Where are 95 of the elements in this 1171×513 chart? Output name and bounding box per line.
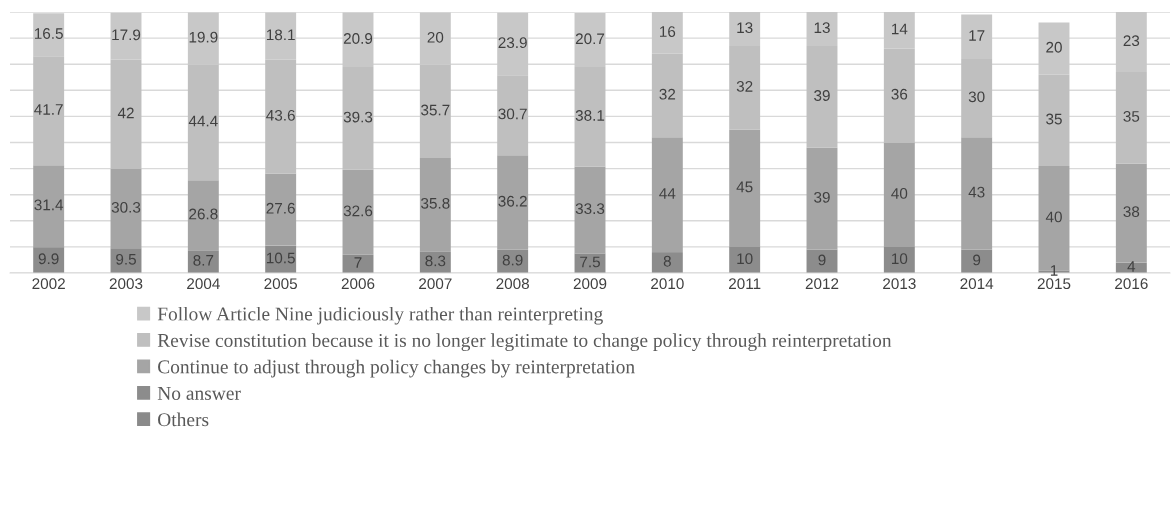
data-label: 17 [969, 30, 985, 41]
data-label: 20.9 [343, 33, 373, 44]
x-tick-label: 2014 [960, 278, 994, 290]
data-label: 41.7 [34, 104, 63, 115]
data-label: 36 [891, 88, 908, 100]
data-label: 20 [1046, 41, 1062, 53]
bar [729, 129, 761, 247]
data-label: 7 [354, 257, 362, 268]
bar [497, 155, 529, 250]
data-label: 23 [1123, 35, 1140, 47]
x-tick-label: 2004 [187, 278, 220, 290]
data-label: 9.5 [116, 253, 136, 265]
data-label: 26.8 [189, 208, 218, 220]
data-label: 18.1 [266, 29, 295, 41]
bar [110, 169, 142, 249]
x-tick-label: 2012 [805, 278, 839, 290]
data-label: 10 [892, 253, 908, 265]
data-label: 42 [117, 107, 134, 119]
data-label: 39 [814, 90, 830, 101]
data-label: 30 [968, 91, 985, 103]
legend-label: Continue to adjust through policy changes by reinterpretation [158, 359, 635, 378]
x-tick-label: 2003 [109, 278, 143, 290]
bar [1115, 163, 1147, 263]
data-label: 43 [968, 186, 985, 198]
data-label: 20 [427, 31, 444, 43]
data-label: 27.6 [266, 202, 295, 214]
data-label: 9 [818, 254, 826, 266]
legend-label: No answer [157, 386, 241, 400]
x-tick-label: 2006 [341, 278, 375, 290]
legend-label: Revise constitution because it is no longer legitimate to change policy through reinterpretation [157, 333, 892, 351]
data-label: 7.5 [580, 256, 600, 268]
data-label: 30.3 [111, 201, 141, 213]
data-label: 32 [736, 80, 753, 92]
data-label: 13 [737, 22, 753, 34]
data-label: 8.9 [502, 254, 523, 266]
data-label: 17.9 [112, 29, 141, 41]
data-label: 8.7 [193, 254, 214, 266]
x-tick-label: 2011 [729, 278, 761, 290]
data-label: 38.1 [575, 110, 605, 121]
data-label: 10 [737, 253, 753, 265]
bar [574, 166, 606, 254]
x-tick-label: 2010 [651, 278, 684, 290]
bar [265, 173, 297, 246]
data-label: 19.9 [189, 31, 218, 43]
bar [883, 142, 915, 247]
data-label: 38 [1123, 206, 1140, 218]
data-label: 44.4 [188, 115, 218, 127]
data-label: 4 [1127, 261, 1136, 272]
x-tick-label: 2015 [1037, 278, 1071, 290]
legend-label: Follow Article Nine judiciously rather than reinterpreting [157, 306, 603, 325]
data-label: 32.6 [343, 205, 373, 217]
x-tick-label: 2009 [573, 278, 607, 290]
bar [651, 137, 683, 253]
data-label: 23.9 [498, 37, 527, 49]
data-label: 40 [891, 187, 908, 199]
data-label: 8 [663, 255, 671, 267]
x-tick-label: 2008 [496, 278, 529, 290]
data-label: 14 [892, 23, 908, 35]
bar [651, 252, 683, 273]
x-tick-label: 2005 [264, 278, 298, 290]
data-label: 13 [814, 22, 830, 34]
bar [883, 246, 915, 273]
bar [806, 147, 838, 250]
bar [961, 137, 993, 250]
bar [33, 165, 65, 248]
data-label: 20.7 [575, 33, 605, 45]
bar [342, 169, 374, 255]
data-label: 9.9 [38, 253, 59, 265]
data-label: 8.3 [425, 255, 446, 267]
data-label: 16 [660, 26, 676, 37]
x-tick-label: 2002 [32, 278, 65, 290]
data-label: 32 [659, 88, 676, 100]
data-label: 33.3 [575, 203, 605, 215]
x-tick-label: 2013 [883, 278, 916, 290]
data-label: 35 [1046, 113, 1062, 125]
x-tick-label: 2016 [1115, 278, 1148, 290]
data-label: 40 [1045, 211, 1062, 223]
data-label: 35.7 [421, 104, 450, 116]
data-label: 35 [1123, 110, 1140, 122]
data-label: 10.5 [266, 252, 295, 264]
bar [187, 180, 219, 251]
data-label: 36.2 [498, 195, 527, 207]
bar [419, 157, 451, 252]
data-label: 9 [973, 254, 981, 266]
data-label: 44 [659, 188, 676, 199]
data-label: 16.5 [34, 28, 63, 39]
data-label: 39.3 [343, 111, 373, 123]
data-label: 39 [814, 191, 830, 203]
data-label: 31.4 [34, 199, 64, 211]
data-label: 45 [736, 181, 753, 193]
data-label: 30.7 [498, 108, 527, 120]
data-label: 43.6 [266, 109, 295, 121]
data-label: 35.8 [421, 197, 450, 209]
legend-label: Others [158, 412, 209, 427]
x-tick-label: 2007 [419, 278, 452, 290]
